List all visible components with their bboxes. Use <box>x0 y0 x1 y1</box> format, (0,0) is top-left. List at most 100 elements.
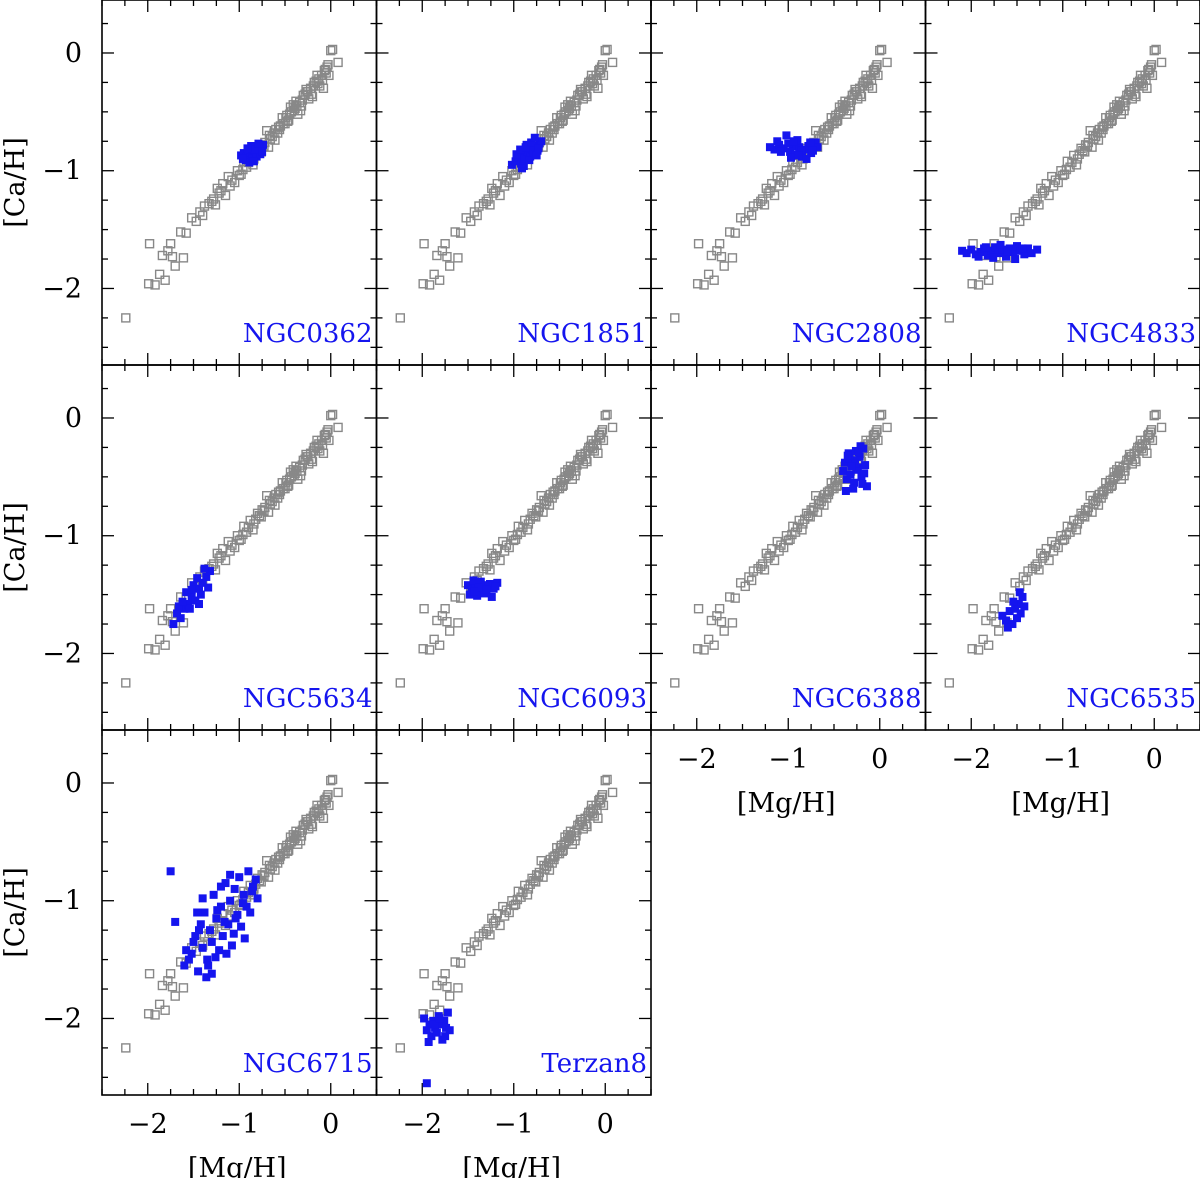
cluster-point <box>1027 249 1036 258</box>
background-point <box>876 409 887 420</box>
cluster-point <box>422 1079 431 1088</box>
background-point <box>437 611 448 621</box>
background-point <box>291 461 301 471</box>
cluster-point <box>194 926 203 935</box>
background-point <box>876 44 887 55</box>
background-point <box>600 775 610 786</box>
cluster-point <box>248 882 257 891</box>
cluster-point <box>430 1020 439 1029</box>
y-tick-label: 0 <box>65 38 82 69</box>
background-point <box>1149 410 1159 421</box>
background-point <box>1136 443 1147 454</box>
background-point <box>488 188 499 198</box>
background-point <box>545 854 556 865</box>
cluster-point <box>171 917 180 926</box>
background-point <box>143 279 154 289</box>
background-point <box>1082 141 1093 151</box>
background-point <box>978 634 988 645</box>
background-point <box>327 409 338 420</box>
background-point <box>822 487 833 497</box>
panel-ngc6388 <box>650 364 927 731</box>
cluster-point <box>185 604 194 613</box>
background-point <box>163 976 173 986</box>
background-point <box>501 540 512 550</box>
background-point <box>727 618 738 628</box>
background-point <box>326 410 336 421</box>
cluster-point <box>182 588 191 597</box>
background-point <box>602 409 612 420</box>
background-point <box>575 814 586 825</box>
cluster-point <box>184 955 193 964</box>
background-point <box>510 534 521 544</box>
cluster-point <box>847 462 856 471</box>
background-point <box>429 634 439 645</box>
cluster-point <box>850 478 859 487</box>
background-point <box>693 604 704 614</box>
background-point <box>485 565 495 575</box>
background-point <box>1080 140 1091 150</box>
background-point <box>324 70 334 81</box>
background-point <box>740 581 750 592</box>
background-point <box>765 186 775 196</box>
background-point <box>757 559 768 569</box>
background-point <box>851 87 861 97</box>
background-point <box>712 246 722 256</box>
background-point <box>225 546 235 556</box>
background-point <box>483 194 493 204</box>
background-point <box>1136 78 1147 89</box>
background-point <box>714 604 725 614</box>
background-point <box>1124 84 1135 95</box>
cluster-point <box>1014 600 1023 609</box>
background-point <box>1088 130 1098 141</box>
background-point <box>570 470 580 481</box>
cluster-point <box>207 969 216 978</box>
cluster-point <box>991 243 1000 252</box>
background-point <box>450 227 460 237</box>
background-point <box>1015 216 1025 227</box>
background-point <box>157 615 168 626</box>
background-point <box>1037 553 1048 563</box>
cluster-point <box>958 246 967 255</box>
background-point <box>1149 45 1159 56</box>
cluster-point <box>237 922 246 931</box>
background-point <box>565 826 576 836</box>
background-point <box>719 261 729 271</box>
background-point <box>1071 160 1082 170</box>
cluster-point <box>512 150 521 159</box>
background-point <box>806 505 816 515</box>
background-point <box>501 905 512 915</box>
background-point <box>797 525 807 535</box>
y-tick-label: −1 <box>42 156 82 187</box>
cluster-point <box>204 583 213 592</box>
cluster-point <box>230 884 239 893</box>
x-axis-title: [Mg/H] <box>737 788 836 819</box>
background-point <box>582 821 592 832</box>
cluster-point <box>794 151 803 160</box>
background-point <box>175 227 186 237</box>
cluster-point <box>849 484 858 493</box>
background-point <box>432 250 442 261</box>
cluster-point <box>169 620 178 629</box>
cluster-point <box>259 140 268 149</box>
background-point <box>284 474 295 484</box>
background-point <box>178 983 189 993</box>
background-point <box>709 275 719 285</box>
background-point <box>437 246 448 256</box>
cluster-point <box>854 448 863 457</box>
background-point <box>1120 101 1130 111</box>
background-point <box>785 534 795 544</box>
cluster-point <box>487 592 496 601</box>
background-point <box>1034 200 1044 210</box>
background-point <box>307 821 318 832</box>
x-tick-label: −2 <box>951 744 991 775</box>
background-point <box>873 70 883 81</box>
background-point <box>510 899 521 909</box>
panel-ngc2808 <box>650 0 927 366</box>
background-point <box>326 45 336 56</box>
cluster-point <box>187 949 196 958</box>
background-point <box>759 565 770 575</box>
cluster-point <box>806 138 815 147</box>
background-point <box>1061 529 1072 540</box>
panel-ngc6535 <box>924 364 1200 731</box>
background-point <box>395 313 405 323</box>
